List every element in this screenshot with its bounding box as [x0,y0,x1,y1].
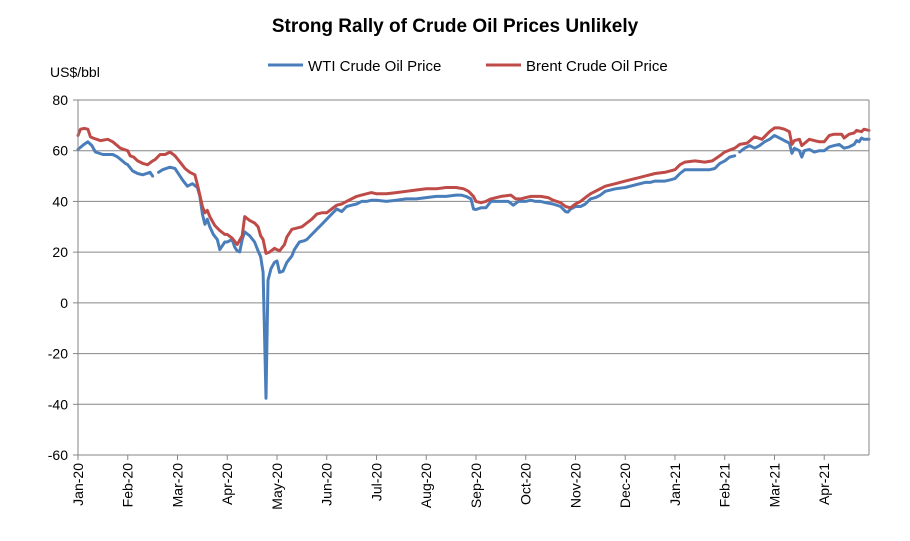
y-tick-label: 40 [52,193,68,209]
y-tick-label: -20 [48,346,68,362]
y-tick-label: 60 [52,143,68,159]
y-tick-label: 0 [60,295,68,311]
legend-label-wti: WTI Crude Oil Price [308,58,441,75]
x-tick-label: May-20 [269,463,285,510]
x-tick-label: Oct-20 [518,463,534,505]
gridlines [78,99,869,456]
x-tick-label: Nov-20 [567,463,583,508]
x-tick-label: Aug-20 [418,463,434,508]
x-tick-label: Mar-21 [766,463,782,508]
x-tick-label: Sep-20 [468,463,484,508]
legend-label-brent: Brent Crude Oil Price [526,58,668,75]
series-lines [76,126,871,400]
legend: WTI Crude Oil Price Brent Crude Oil Pric… [268,58,668,75]
y-tick-label: -40 [48,396,68,412]
x-tick-label: Jan-20 [70,463,86,506]
y-axis-unit-label: US$/bbl [50,64,100,80]
x-axis-ticks: Jan-20 Feb-20 Mar-20 Apr-20 May-20 Jun-20 Jul-… [70,455,832,510]
y-tick-label: -60 [48,447,68,463]
x-tick-label: Jun-20 [319,463,335,506]
x-tick-label: Mar-20 [169,463,185,508]
x-tick-label: Feb-21 [717,463,733,508]
x-tick-label: Apr-20 [219,463,235,505]
axes [77,100,870,456]
chart-title: Strong Rally of Crude Oil Prices Unlikel… [272,16,639,37]
y-tick-label: 20 [52,244,68,260]
x-tick-label: Jul-20 [368,463,384,501]
y-axis-ticks: 80 60 40 20 0 -20 -40 -60 [48,92,78,463]
x-tick-label: Jan-21 [667,463,683,506]
x-tick-label: Feb-20 [120,463,136,508]
x-tick-label: Dec-20 [617,463,633,508]
series-line-wti [76,134,871,400]
y-tick-label: 80 [52,92,68,108]
series-line-brent [76,126,871,255]
x-tick-label: Apr-21 [816,463,832,505]
